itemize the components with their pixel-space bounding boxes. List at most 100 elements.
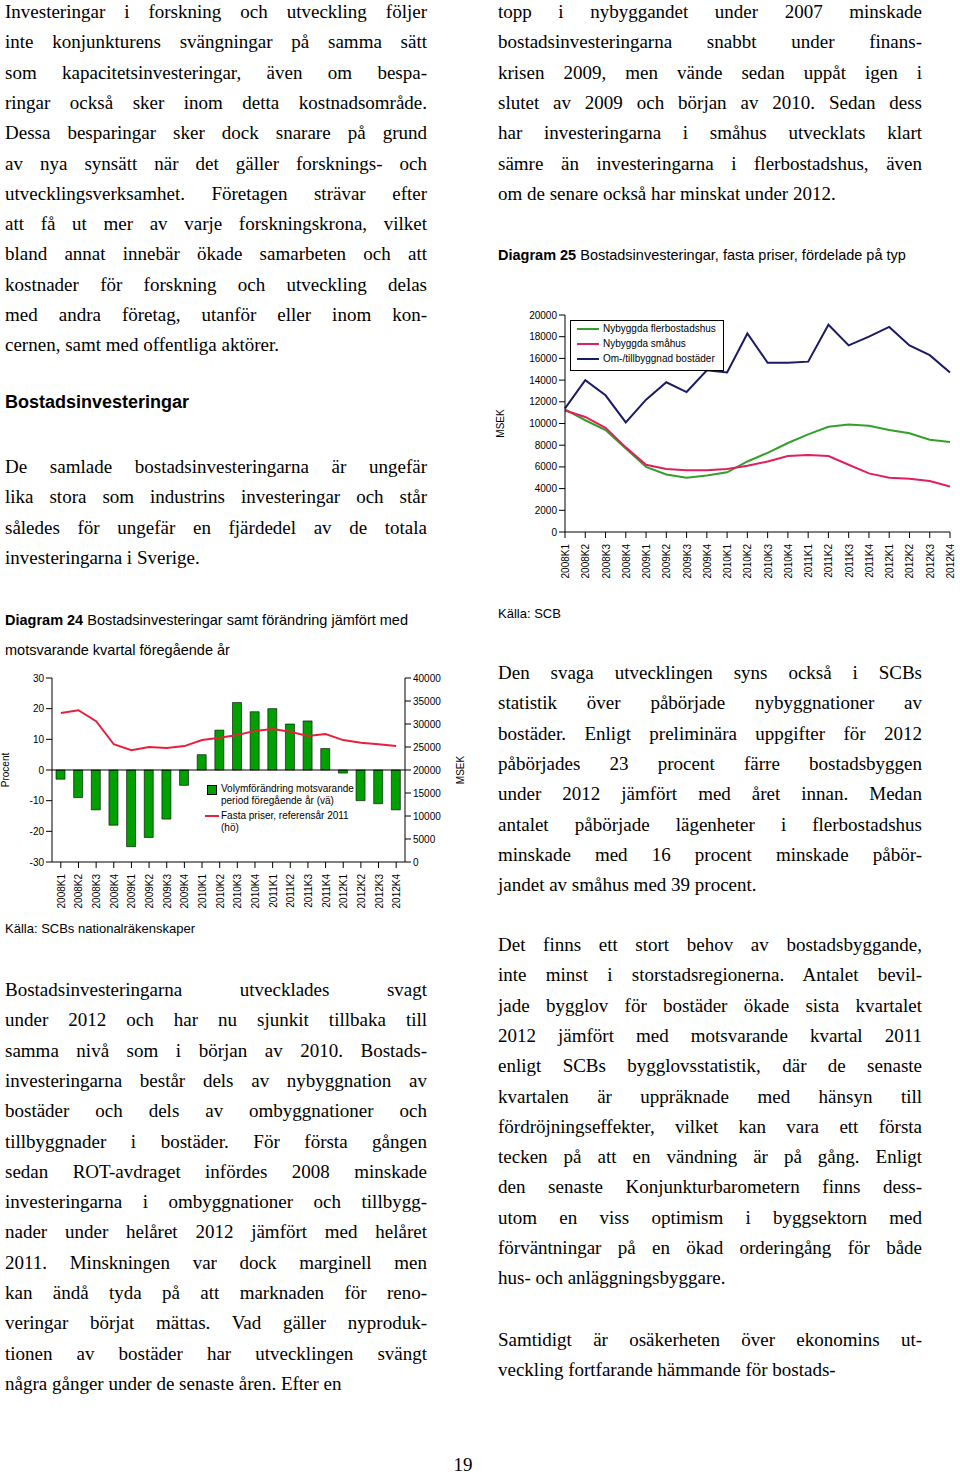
svg-text:2008K3: 2008K3 bbox=[601, 544, 612, 579]
svg-text:2012K1: 2012K1 bbox=[338, 874, 349, 909]
svg-text:2010K1: 2010K1 bbox=[722, 544, 733, 579]
html-text:2011. Minskningen var dock mar: 2011. Minskningen var dock marginell men bbox=[5, 1251, 427, 1273]
svg-text:2011K3: 2011K3 bbox=[844, 544, 855, 578]
svg-text:14000: 14000 bbox=[529, 375, 557, 386]
svg-text:2012K4: 2012K4 bbox=[391, 874, 402, 909]
html-text:veringar börjat mättas. Vad gä: veringar börjat mättas. Vad gäller nypro… bbox=[5, 1312, 427, 1334]
svg-text:30000: 30000 bbox=[413, 719, 441, 730]
svg-text:2012K2: 2012K2 bbox=[904, 544, 915, 579]
svg-text:2010K2: 2010K2 bbox=[215, 874, 226, 909]
svg-text:0: 0 bbox=[413, 857, 419, 868]
html-text:investeringarna i ombyggnation: investeringarna i ombyggnationer och til… bbox=[5, 1191, 427, 1213]
svg-text:0: 0 bbox=[551, 527, 557, 538]
svg-text:2011K4: 2011K4 bbox=[321, 874, 332, 908]
svg-text:2012K3: 2012K3 bbox=[374, 874, 385, 909]
svg-text:2010K2: 2010K2 bbox=[742, 544, 753, 579]
html-text:att få ut mer av varje forskni: att få ut mer av varje forskningskrona, … bbox=[5, 213, 427, 235]
svg-text:2009K4: 2009K4 bbox=[702, 544, 713, 579]
html-text:bostadsinvesteringarna snabbt: bostadsinvesteringarna snabbt under fina… bbox=[498, 31, 922, 53]
svg-text:MSEK: MSEK bbox=[455, 756, 466, 785]
svg-text:2010K4: 2010K4 bbox=[250, 874, 261, 909]
svg-text:2010K3: 2010K3 bbox=[763, 544, 774, 579]
svg-text:20: 20 bbox=[33, 703, 45, 714]
svg-text:2008K4: 2008K4 bbox=[621, 544, 632, 579]
svg-text:2012K3: 2012K3 bbox=[925, 544, 936, 579]
svg-text:2008K4: 2008K4 bbox=[109, 874, 120, 909]
html-text:krisen 2009, men vände sedan u: krisen 2009, men vände sedan uppåt igen … bbox=[498, 61, 922, 83]
svg-text:2010K3: 2010K3 bbox=[232, 874, 243, 909]
svg-text:2010K1: 2010K1 bbox=[197, 874, 208, 909]
html-text:ringar också sker inom detta k: ringar också sker inom detta kostnadsomr… bbox=[5, 91, 427, 113]
html-text:lika stora som industrins inve: lika stora som industrins investeringar … bbox=[5, 486, 427, 508]
html-text:Diagram 24 Bostadsinvesteringa: Diagram 24 Bostadsinvesteringar samt för… bbox=[5, 612, 408, 658]
html-text:som kapacitetsinvesteringar, ä: som kapacitetsinvesteringar, även om bes… bbox=[5, 61, 427, 83]
html-text:investeringarna i Sverige.: investeringarna i Sverige. bbox=[5, 546, 200, 568]
svg-text:2008K1: 2008K1 bbox=[560, 544, 571, 579]
svg-text:2009K2: 2009K2 bbox=[661, 544, 672, 579]
svg-text:2009K4: 2009K4 bbox=[179, 874, 190, 909]
svg-text:35000: 35000 bbox=[413, 696, 441, 707]
svg-text:Procent: Procent bbox=[8, 753, 11, 788]
html-text:Volymförändring motsvarande pe: Volymförändring motsvarande period föreg… bbox=[221, 783, 354, 806]
svg-text:2011K2: 2011K2 bbox=[823, 544, 834, 578]
html-text:således för ungefär en fjärded: således för ungefär en fjärdedel av de t… bbox=[5, 516, 427, 538]
svg-text:2008K1: 2008K1 bbox=[56, 874, 67, 909]
svg-text:2009K3: 2009K3 bbox=[162, 874, 173, 909]
svg-text:2011K2: 2011K2 bbox=[285, 874, 296, 908]
svg-text:12000: 12000 bbox=[529, 396, 557, 407]
svg-text:2009K1: 2009K1 bbox=[126, 874, 137, 909]
svg-text:MSEK: MSEK bbox=[495, 409, 506, 438]
html-text:utvecklingsverksamhet. Företag: utvecklingsverksamhet. Företagen strävar… bbox=[5, 182, 427, 204]
html-text:kostnader för forskning och ut: kostnader för forskning och utveckling d… bbox=[5, 273, 427, 295]
svg-text:10000: 10000 bbox=[413, 811, 441, 822]
svg-text:18000: 18000 bbox=[529, 331, 557, 342]
html-text:sedan ROT-avdraget infördes 20: sedan ROT-avdraget infördes 2008 minskad… bbox=[5, 1160, 427, 1182]
svg-text:2011K4: 2011K4 bbox=[864, 544, 875, 578]
svg-text:2008K2: 2008K2 bbox=[580, 544, 591, 579]
svg-text:30: 30 bbox=[33, 673, 45, 684]
svg-text:4000: 4000 bbox=[535, 483, 558, 494]
svg-text:-20: -20 bbox=[30, 826, 45, 837]
svg-text:2009K2: 2009K2 bbox=[144, 874, 155, 909]
html-text:Dessa besparingar sker dock sn: Dessa besparingar sker dock snarare på g… bbox=[5, 122, 427, 144]
html-text:tionen av bostäder har utveckl: tionen av bostäder har utvecklingen svän… bbox=[5, 1342, 427, 1364]
html-text:av nya synsätt när det gäller: av nya synsätt när det gäller forsknings… bbox=[5, 152, 427, 174]
svg-text:20000: 20000 bbox=[529, 310, 557, 321]
svg-text:2011K1: 2011K1 bbox=[268, 874, 279, 908]
html-text:under 2012 och har nu sjunkit: under 2012 och har nu sjunkit tillbaka t… bbox=[5, 1009, 427, 1031]
html-text:cernen, samt med offentliga ak: cernen, samt med offentliga aktörer. bbox=[5, 334, 279, 356]
svg-text:2000: 2000 bbox=[535, 505, 558, 516]
svg-text:5000: 5000 bbox=[413, 834, 436, 845]
svg-text:2011K1: 2011K1 bbox=[803, 544, 814, 578]
svg-text:10: 10 bbox=[33, 734, 45, 745]
svg-text:2012K2: 2012K2 bbox=[356, 874, 367, 909]
html-text:investeringarna består dels av: investeringarna består dels av nybyggnat… bbox=[5, 1069, 427, 1091]
html-text:Fasta priser, referensår 2011: Fasta priser, referensår 2011 (hö) bbox=[221, 810, 349, 833]
svg-text:-10: -10 bbox=[30, 795, 45, 806]
html-text:nader under helåret 2012 jämfö: nader under helåret 2012 jämfört med hel… bbox=[5, 1221, 427, 1243]
html-text:samma nivå som i början av 201: samma nivå som i början av 2010. Bostads… bbox=[5, 1039, 427, 1061]
svg-text:16000: 16000 bbox=[529, 353, 557, 364]
html-text:några gånger under de senaste: några gånger under de senaste åren. Efte… bbox=[5, 1372, 342, 1394]
svg-text:10000: 10000 bbox=[529, 418, 557, 429]
html-text:bostäder och dels av ombyggnat: bostäder och dels av ombyggnationer och bbox=[5, 1100, 427, 1122]
svg-text:2009K3: 2009K3 bbox=[682, 544, 693, 579]
svg-text:40000: 40000 bbox=[413, 673, 441, 684]
svg-text:15000: 15000 bbox=[413, 788, 441, 799]
svg-text:25000: 25000 bbox=[413, 742, 441, 753]
svg-text:6000: 6000 bbox=[535, 461, 558, 472]
svg-text:2009K1: 2009K1 bbox=[641, 544, 652, 579]
html-text:bland annat innebär ökade sama: bland annat innebär ökade samarbeten och… bbox=[5, 243, 427, 265]
svg-text:2008K2: 2008K2 bbox=[73, 874, 84, 909]
svg-text:2010K4: 2010K4 bbox=[783, 544, 794, 579]
svg-text:2011K3: 2011K3 bbox=[303, 874, 314, 908]
svg-text:2008K3: 2008K3 bbox=[91, 874, 102, 909]
svg-text:2012K1: 2012K1 bbox=[884, 544, 895, 579]
svg-text:8000: 8000 bbox=[535, 440, 558, 451]
svg-text:-30: -30 bbox=[30, 857, 45, 868]
svg-text:2012K4: 2012K4 bbox=[945, 544, 952, 579]
html-text:inte konjunkturens svängningar: inte konjunkturens svängningar på samma … bbox=[5, 31, 427, 53]
svg-text:20000: 20000 bbox=[413, 765, 441, 776]
svg-text:0: 0 bbox=[38, 765, 44, 776]
html-text:tillbyggnader i bostäder. För: tillbyggnader i bostäder. För första gån… bbox=[5, 1130, 427, 1152]
